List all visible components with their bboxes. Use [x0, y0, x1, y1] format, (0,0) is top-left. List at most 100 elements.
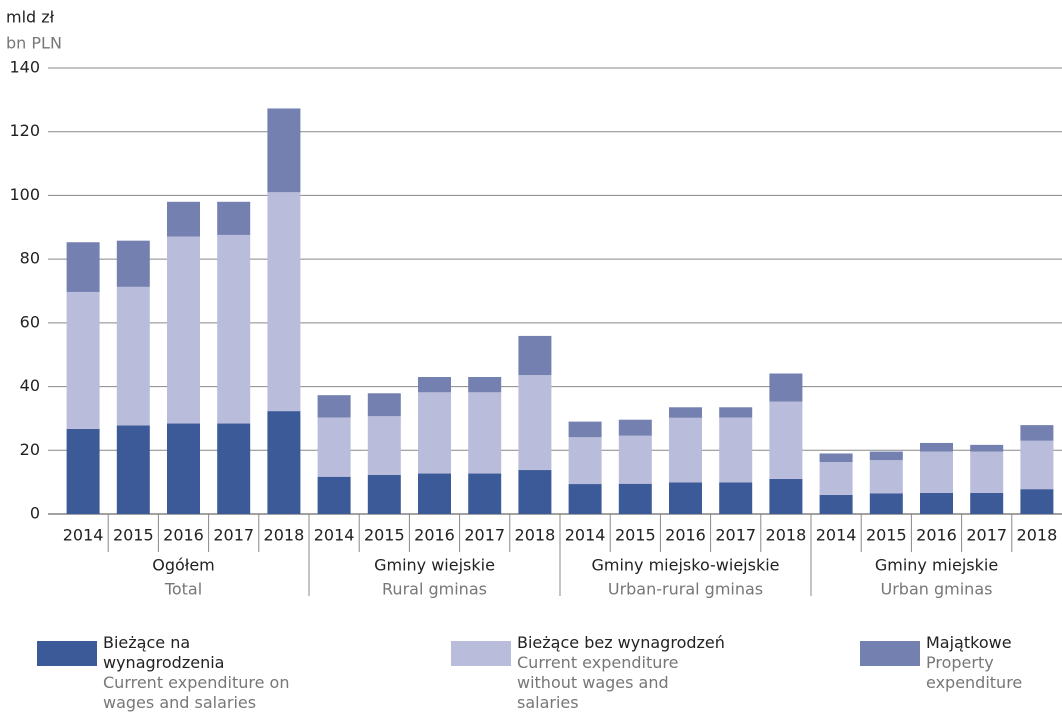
legend-label-en: Property expenditure: [926, 653, 1023, 692]
bar-segment: [618, 419, 652, 436]
bar-segment: [1020, 489, 1054, 514]
x-tick-label: 2014: [816, 526, 857, 545]
x-tick-label: 2018: [766, 526, 807, 545]
bar-segment: [869, 451, 903, 461]
bar-segment: [568, 484, 602, 514]
bar-segment: [267, 192, 301, 412]
bar-segment: [719, 482, 753, 514]
legend-text: Bieżące bez wynagrodzeń Current expenditu…: [517, 633, 727, 713]
bar-segment: [920, 442, 953, 452]
bar-segment: [418, 392, 451, 474]
x-tick-label: 2015: [364, 526, 405, 545]
legend-text: Majątkowe Property expenditure: [926, 633, 1056, 693]
legend-swatch: [451, 641, 511, 666]
bar-segment: [217, 201, 251, 235]
x-tick-label: 2018: [515, 526, 556, 545]
x-tick-label: 2014: [314, 526, 355, 545]
bar-segment: [66, 242, 100, 292]
y-tick-label: 80: [20, 249, 40, 268]
bar-segment: [769, 401, 803, 479]
group-label-en: Urban gminas: [881, 580, 993, 599]
bar-segment: [518, 470, 552, 514]
bar-segment: [317, 476, 351, 514]
bar-segment: [167, 236, 200, 424]
x-tick-label: 2018: [264, 526, 305, 545]
y-tick-label: 40: [20, 376, 40, 395]
bar-segment: [568, 421, 602, 438]
y-tick-label: 0: [30, 504, 40, 523]
bar-segment: [769, 478, 803, 514]
bar-segment: [367, 393, 401, 417]
legend-label: Majątkowe: [926, 633, 1012, 652]
x-tick-label: 2017: [966, 526, 1007, 545]
group-label: Gminy miejskie: [875, 556, 998, 575]
group-label: Gminy miejsko-wiejskie: [591, 556, 779, 575]
x-tick-label: 2017: [213, 526, 254, 545]
bar-segment: [468, 473, 502, 514]
bar-segment: [518, 375, 552, 471]
y-tick-label: 120: [9, 121, 40, 140]
bar-segment: [116, 240, 150, 287]
bar-segment: [618, 483, 652, 514]
y-label: mld zł: [6, 8, 55, 27]
bar-segment: [568, 437, 602, 485]
legend-swatch: [860, 641, 920, 666]
x-tick-label: 2014: [63, 526, 104, 545]
x-tick-label: 2017: [715, 526, 756, 545]
legend-label-en: Current expenditure without wages and sa…: [517, 653, 679, 712]
x-tick-label: 2017: [464, 526, 505, 545]
y-tick-label: 20: [20, 440, 40, 459]
bar-segment: [970, 444, 1004, 452]
legend-swatch: [37, 641, 97, 666]
bar-segment: [869, 493, 903, 514]
bar-segment: [116, 425, 150, 514]
bar-segment: [1020, 425, 1054, 441]
bar-segment: [669, 417, 702, 483]
bar-segment: [819, 453, 853, 463]
bar-segment: [217, 234, 251, 424]
bar-segment: [66, 291, 100, 429]
y-tick-label: 140: [9, 58, 40, 77]
group-label-en: Urban-rural gminas: [608, 580, 763, 599]
group-label: Gminy wiejskie: [374, 556, 495, 575]
x-tick-label: 2014: [565, 526, 606, 545]
group-label: Ogółem: [152, 556, 215, 575]
x-tick-label: 2018: [1017, 526, 1058, 545]
bar-segment: [167, 201, 200, 237]
x-tick-label: 2015: [113, 526, 154, 545]
bar-segment: [719, 417, 753, 483]
bar-segment: [317, 395, 351, 418]
legend-label-en: Current expenditure on wages and salarie…: [103, 673, 290, 712]
bar-segment: [669, 407, 702, 418]
bar-segment: [518, 335, 552, 376]
bar-segment: [468, 377, 502, 393]
bar-segment: [468, 392, 502, 474]
y-label-en: bn PLN: [6, 34, 62, 53]
bar-segment: [819, 494, 853, 514]
bar-segment: [618, 435, 652, 484]
bar-segment: [418, 377, 451, 393]
bar-segment: [217, 423, 251, 514]
x-tick-label: 2016: [665, 526, 706, 545]
bar-segment: [167, 423, 200, 514]
x-tick-label: 2016: [916, 526, 957, 545]
y-tick-label: 60: [20, 312, 40, 331]
legend-label: Bieżące bez wynagrodzeń: [517, 633, 725, 652]
bar-segment: [920, 451, 953, 493]
bar-segment: [819, 462, 853, 495]
group-label-en: Total: [164, 580, 202, 599]
bar-segment: [970, 451, 1004, 493]
bar-segment: [267, 411, 301, 514]
bar-segment: [1020, 440, 1054, 490]
legend-label: Bieżące na wynagrodzenia: [103, 633, 225, 672]
bar-segment: [970, 492, 1004, 514]
bar-segment: [769, 373, 803, 402]
y-tick-label: 100: [9, 185, 40, 204]
bar-segment: [920, 492, 953, 514]
legend-text: Bieżące na wynagrodzenia Current expendit…: [103, 633, 313, 713]
x-tick-label: 2015: [615, 526, 656, 545]
group-label-en: Rural gminas: [382, 580, 487, 599]
bar-segment: [869, 460, 903, 494]
x-tick-label: 2016: [414, 526, 455, 545]
